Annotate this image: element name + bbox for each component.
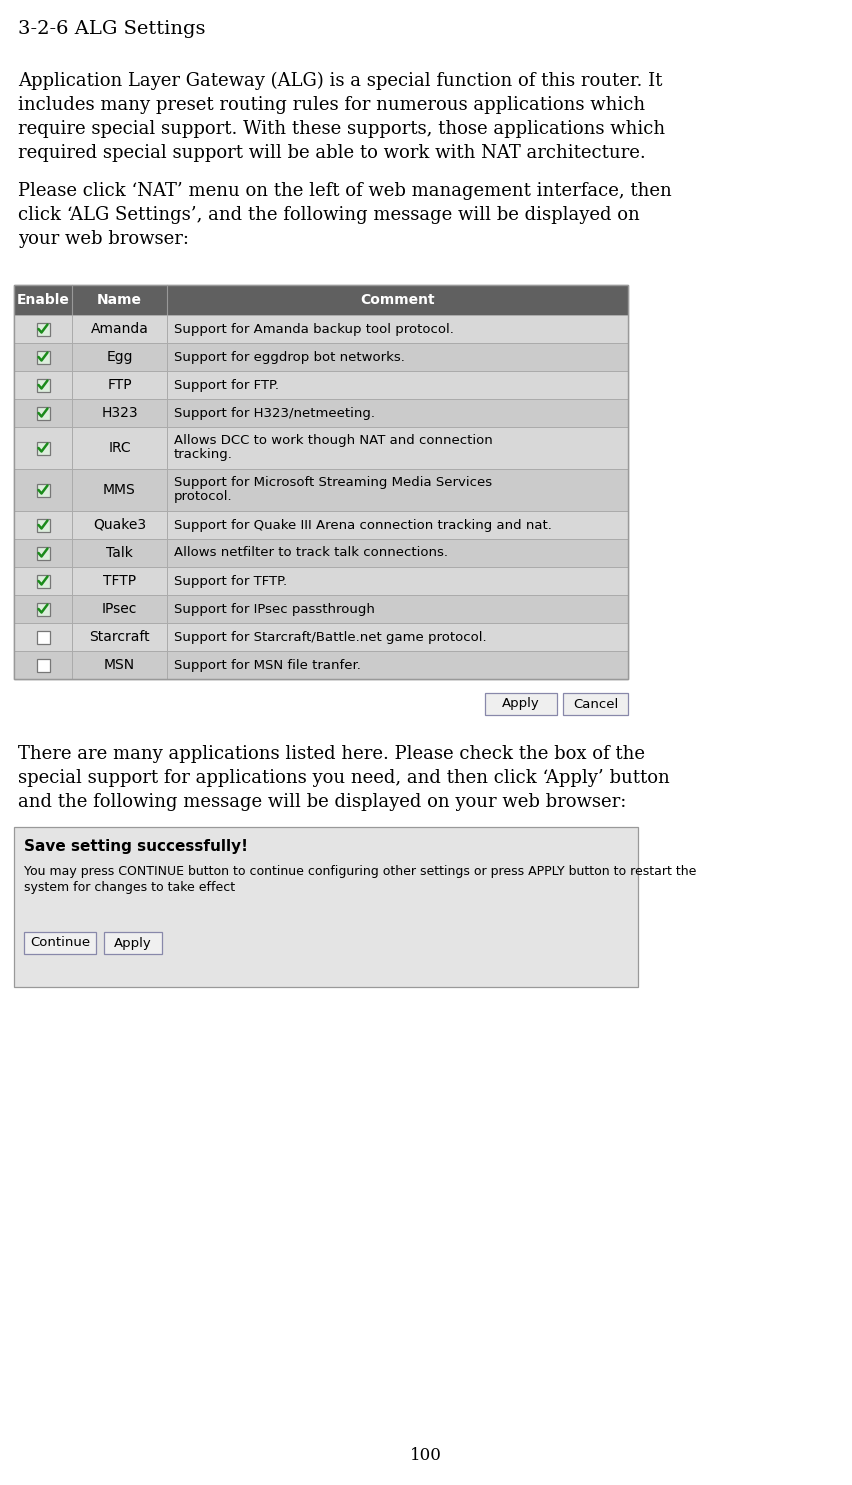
FancyBboxPatch shape — [14, 567, 628, 595]
Text: and the following message will be displayed on your web browser:: and the following message will be displa… — [18, 793, 626, 811]
FancyBboxPatch shape — [14, 343, 628, 371]
Text: Save setting successfully!: Save setting successfully! — [24, 839, 248, 854]
FancyBboxPatch shape — [14, 827, 638, 988]
Text: Quake3: Quake3 — [93, 518, 146, 532]
Text: Please click ‘NAT’ menu on the left of web management interface, then: Please click ‘NAT’ menu on the left of w… — [18, 183, 671, 200]
FancyBboxPatch shape — [14, 539, 628, 567]
FancyBboxPatch shape — [14, 650, 628, 679]
Text: H323: H323 — [101, 405, 138, 420]
FancyBboxPatch shape — [37, 322, 49, 336]
FancyBboxPatch shape — [14, 469, 628, 511]
Text: your web browser:: your web browser: — [18, 230, 189, 248]
Text: Support for TFTP.: Support for TFTP. — [174, 575, 287, 588]
FancyBboxPatch shape — [37, 546, 49, 560]
FancyBboxPatch shape — [14, 511, 628, 539]
FancyBboxPatch shape — [37, 407, 49, 419]
FancyBboxPatch shape — [14, 371, 628, 399]
Text: Allows DCC to work though NAT and connection: Allows DCC to work though NAT and connec… — [174, 434, 492, 447]
Text: Support for H323/netmeeting.: Support for H323/netmeeting. — [174, 407, 375, 419]
Text: Name: Name — [97, 293, 142, 307]
FancyBboxPatch shape — [37, 658, 49, 671]
Text: 3-2-6 ALG Settings: 3-2-6 ALG Settings — [18, 19, 205, 39]
FancyBboxPatch shape — [37, 350, 49, 364]
Text: Amanda: Amanda — [90, 322, 148, 336]
Text: Continue: Continue — [30, 937, 90, 949]
FancyBboxPatch shape — [37, 379, 49, 392]
FancyBboxPatch shape — [485, 693, 557, 714]
Text: You may press CONTINUE button to continue configuring other settings or press AP: You may press CONTINUE button to continu… — [24, 864, 696, 878]
Text: Enable: Enable — [16, 293, 69, 307]
FancyBboxPatch shape — [37, 631, 49, 643]
FancyBboxPatch shape — [37, 484, 49, 496]
Text: There are many applications listed here. Please check the box of the: There are many applications listed here.… — [18, 745, 645, 763]
FancyBboxPatch shape — [14, 624, 628, 650]
Text: special support for applications you need, and then click ‘Apply’ button: special support for applications you nee… — [18, 769, 670, 787]
Text: Starcraft: Starcraft — [89, 630, 150, 644]
FancyBboxPatch shape — [14, 595, 628, 624]
FancyBboxPatch shape — [37, 441, 49, 454]
Text: 100: 100 — [410, 1446, 442, 1464]
FancyBboxPatch shape — [14, 428, 628, 469]
Text: Support for Amanda backup tool protocol.: Support for Amanda backup tool protocol. — [174, 322, 454, 336]
Text: TFTP: TFTP — [103, 575, 136, 588]
Text: IRC: IRC — [108, 441, 131, 454]
Text: require special support. With these supports, those applications which: require special support. With these supp… — [18, 120, 665, 138]
Text: Support for MSN file tranfer.: Support for MSN file tranfer. — [174, 658, 361, 671]
Text: Support for IPsec passthrough: Support for IPsec passthrough — [174, 603, 375, 615]
Text: Support for Microsoft Streaming Media Services: Support for Microsoft Streaming Media Se… — [174, 477, 492, 489]
Text: FTP: FTP — [107, 379, 132, 392]
Text: MSN: MSN — [104, 658, 135, 673]
FancyBboxPatch shape — [14, 315, 628, 343]
Text: protocol.: protocol. — [174, 490, 233, 503]
Text: tracking.: tracking. — [174, 448, 233, 460]
Text: Support for Starcraft/Battle.net game protocol.: Support for Starcraft/Battle.net game pr… — [174, 631, 486, 643]
Text: Allows netfilter to track talk connections.: Allows netfilter to track talk connectio… — [174, 546, 448, 560]
FancyBboxPatch shape — [37, 518, 49, 532]
Text: Support for Quake III Arena connection tracking and nat.: Support for Quake III Arena connection t… — [174, 518, 552, 532]
FancyBboxPatch shape — [14, 399, 628, 428]
FancyBboxPatch shape — [563, 693, 628, 714]
FancyBboxPatch shape — [14, 285, 628, 315]
FancyBboxPatch shape — [14, 285, 628, 679]
Text: MMS: MMS — [103, 483, 135, 497]
Text: Support for eggdrop bot networks.: Support for eggdrop bot networks. — [174, 350, 405, 364]
Text: Comment: Comment — [360, 293, 435, 307]
Text: Egg: Egg — [106, 350, 133, 364]
Text: system for changes to take effect: system for changes to take effect — [24, 881, 235, 894]
FancyBboxPatch shape — [37, 603, 49, 615]
Text: Apply: Apply — [114, 937, 152, 949]
Text: includes many preset routing rules for numerous applications which: includes many preset routing rules for n… — [18, 97, 645, 114]
Text: Talk: Talk — [106, 546, 133, 560]
FancyBboxPatch shape — [24, 933, 96, 953]
Text: IPsec: IPsec — [101, 601, 137, 616]
FancyBboxPatch shape — [104, 933, 162, 953]
Text: Apply: Apply — [502, 698, 540, 710]
Text: Application Layer Gateway (ALG) is a special function of this router. It: Application Layer Gateway (ALG) is a spe… — [18, 71, 662, 91]
Text: Cancel: Cancel — [573, 698, 618, 710]
Text: required special support will be able to work with NAT architecture.: required special support will be able to… — [18, 144, 646, 162]
Text: click ‘ALG Settings’, and the following message will be displayed on: click ‘ALG Settings’, and the following … — [18, 206, 640, 224]
FancyBboxPatch shape — [37, 575, 49, 588]
Text: Support for FTP.: Support for FTP. — [174, 379, 279, 392]
